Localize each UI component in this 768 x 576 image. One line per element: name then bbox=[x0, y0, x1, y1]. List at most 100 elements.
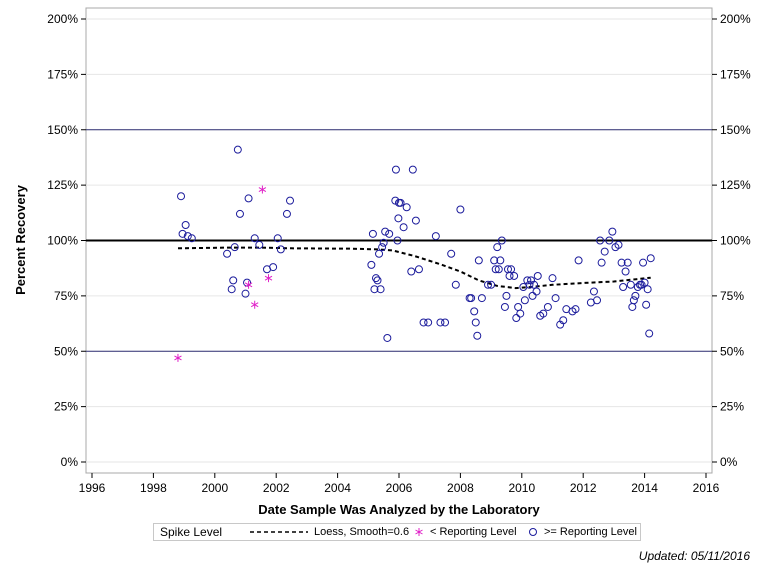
data-point-circle bbox=[629, 296, 638, 305]
data-point-circle bbox=[626, 280, 635, 289]
y-tick-label: 200% bbox=[47, 12, 78, 26]
data-point-circle bbox=[621, 267, 630, 276]
data-point-circle bbox=[229, 276, 238, 285]
data-point-circle bbox=[520, 296, 529, 305]
y-tick-label: 50% bbox=[54, 344, 78, 358]
x-axis-title: Date Sample Was Analyzed by the Laborato… bbox=[258, 502, 540, 517]
data-point-circle bbox=[441, 318, 450, 327]
data-point-circle bbox=[640, 278, 649, 287]
data-point-circle bbox=[525, 280, 534, 289]
data-point-circle bbox=[467, 294, 476, 303]
legend-loess-symbol bbox=[250, 531, 308, 533]
updated-footnote: Updated: 05/11/2016 bbox=[638, 549, 750, 563]
data-point-circle bbox=[574, 256, 583, 265]
data-point-circle bbox=[639, 258, 648, 267]
data-point-circle bbox=[269, 263, 278, 272]
data-point-asterisk bbox=[174, 353, 182, 362]
data-point-circle bbox=[233, 145, 242, 154]
data-point-circle bbox=[523, 276, 532, 285]
data-point-circle bbox=[250, 234, 259, 243]
data-point-circle bbox=[617, 258, 626, 267]
data-point-circle bbox=[559, 316, 568, 325]
x-axis: 1996 1998 2000 2002 2004 2006 2008 2010 2012 2014… bbox=[79, 473, 720, 495]
data-point-circle bbox=[494, 265, 503, 274]
data-point-circle bbox=[235, 209, 244, 218]
data-point-circle bbox=[367, 260, 376, 269]
data-point-circle bbox=[447, 249, 456, 258]
y-tick-label: 25% bbox=[54, 400, 78, 414]
data-point-circle bbox=[623, 258, 632, 267]
data-point-circle bbox=[276, 245, 285, 254]
data-point-circle bbox=[419, 318, 428, 327]
data-point-circle bbox=[507, 265, 516, 274]
x-tick-label: 2012 bbox=[570, 481, 597, 495]
data-point-circle bbox=[548, 274, 557, 283]
legend-title: Spike Level bbox=[160, 525, 223, 539]
data-point-circle bbox=[456, 205, 465, 214]
points-above-reporting-level bbox=[177, 145, 655, 342]
y-tick-label: 125% bbox=[47, 178, 78, 192]
y-axis-right: 0% 25% 50% 75% 100% 125% 150% 175% 200% bbox=[712, 12, 751, 469]
data-point-circle bbox=[399, 223, 408, 232]
legend-asterisk-symbol bbox=[415, 528, 423, 536]
data-point-circle bbox=[414, 265, 423, 274]
data-point-circle bbox=[223, 249, 232, 258]
data-point-circle bbox=[411, 216, 420, 225]
data-point-circle bbox=[484, 280, 493, 289]
data-point-circle bbox=[643, 285, 652, 294]
data-point-circle bbox=[183, 232, 192, 241]
data-point-circle bbox=[177, 192, 186, 201]
data-point-circle bbox=[571, 305, 580, 314]
y-tick-label-right: 200% bbox=[720, 12, 751, 26]
y-tick-label: 175% bbox=[47, 67, 78, 81]
data-point-circle bbox=[375, 249, 384, 258]
data-point-circle bbox=[605, 236, 614, 245]
y-tick-label-right: 125% bbox=[720, 178, 751, 192]
data-point-circle bbox=[516, 309, 525, 318]
y-tick-label-right: 50% bbox=[720, 344, 744, 358]
legend-above-label: >= Reporting Level bbox=[544, 526, 637, 538]
y-tick-label: 0% bbox=[61, 455, 79, 469]
data-point-circle bbox=[255, 240, 264, 249]
y-tick-label: 150% bbox=[47, 123, 78, 137]
data-point-circle bbox=[402, 203, 411, 212]
y-tick-label: 75% bbox=[54, 289, 78, 303]
x-tick-label: 2000 bbox=[201, 481, 228, 495]
data-point-circle bbox=[477, 294, 486, 303]
y-axis-left: 0% 25% 50% 75% 100% 125% 150% 175% 200% bbox=[47, 12, 86, 469]
data-point-circle bbox=[394, 214, 403, 223]
data-point-circle bbox=[532, 287, 541, 296]
y-axis-title: Percent Recovery bbox=[13, 184, 28, 295]
data-point-circle bbox=[241, 289, 250, 298]
data-point-circle bbox=[408, 165, 417, 174]
data-point-circle bbox=[491, 265, 500, 274]
x-tick-label: 2010 bbox=[508, 481, 535, 495]
data-point-asterisk bbox=[258, 185, 267, 194]
data-point-circle bbox=[181, 220, 190, 229]
data-point-circle bbox=[474, 256, 483, 265]
data-point-circle bbox=[385, 229, 394, 238]
data-point-circle bbox=[373, 276, 382, 285]
data-point-circle bbox=[370, 285, 379, 294]
data-point-circle bbox=[424, 318, 433, 327]
data-point-circle bbox=[381, 227, 390, 236]
legend: Spike Level Loess, Smooth=0.6 < Reportin… bbox=[153, 523, 641, 541]
data-point-circle bbox=[227, 285, 236, 294]
data-point-circle bbox=[376, 285, 385, 294]
data-point-circle bbox=[371, 274, 380, 283]
data-point-circle bbox=[273, 234, 282, 243]
data-point-circle bbox=[496, 256, 505, 265]
data-point-circle bbox=[645, 329, 654, 338]
data-point-circle bbox=[500, 302, 509, 311]
points-below-reporting-level bbox=[174, 185, 273, 362]
data-point-circle bbox=[431, 232, 440, 241]
data-point-circle bbox=[608, 227, 617, 236]
y-tick-label: 100% bbox=[47, 234, 78, 248]
x-tick-label: 2014 bbox=[631, 481, 658, 495]
data-point-circle bbox=[286, 196, 295, 205]
data-point-circle bbox=[543, 302, 552, 311]
data-point-circle bbox=[493, 243, 502, 252]
data-point-circle bbox=[368, 229, 377, 238]
x-tick-label: 2004 bbox=[324, 481, 351, 495]
data-point-circle bbox=[407, 267, 416, 276]
